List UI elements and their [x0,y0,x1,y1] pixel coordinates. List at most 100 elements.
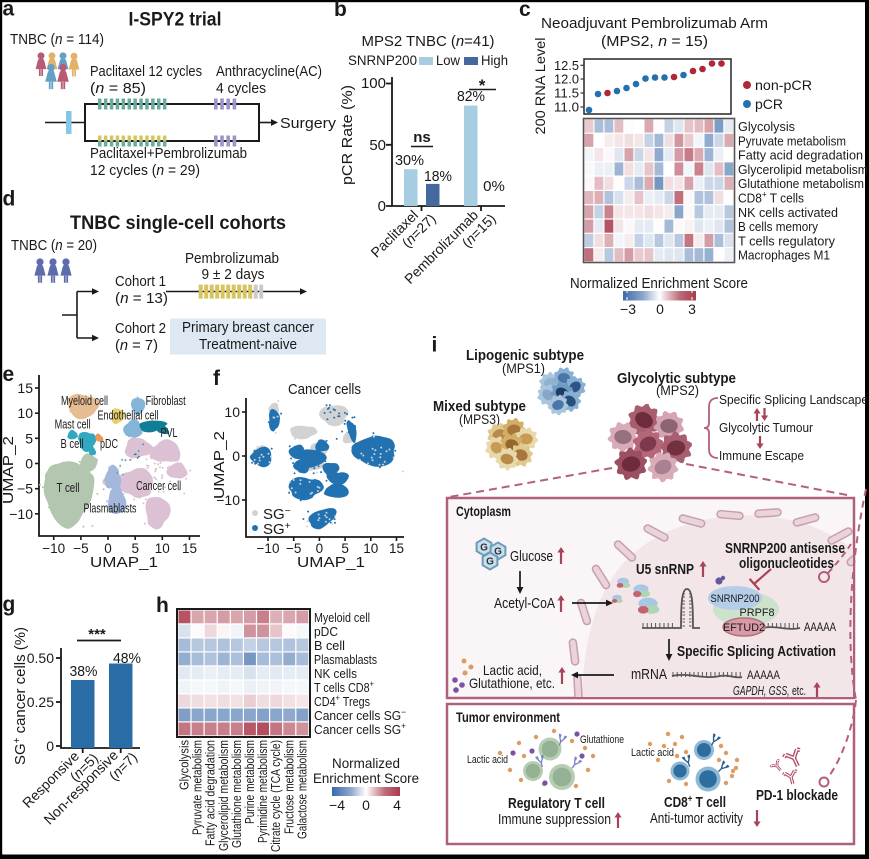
svg-text:Pyruvate metabolism: Pyruvate metabolism [738,133,846,148]
svg-text:G: G [494,547,502,558]
svg-text:Cancer cells: Cancer cells [288,381,361,398]
svg-text:10: 10 [17,405,33,421]
svg-text:5: 5 [131,541,139,556]
svg-text:Macrophages M1: Macrophages M1 [738,248,830,263]
svg-text:18%: 18% [424,168,452,185]
svg-text:***: *** [88,626,106,643]
svg-text:5: 5 [25,430,33,446]
svg-text:Glutathione metabolism: Glutathione metabolism [738,176,864,191]
svg-text:TNBC single-cell cohorts: TNBC single-cell cohorts [70,213,286,234]
svg-text:11.0: 11.0 [554,100,579,115]
svg-text:Cohort 2: Cohort 2 [115,320,166,337]
svg-text:50: 50 [369,137,386,154]
svg-text:Immune suppression: Immune suppression [498,811,611,828]
svg-text:(n = 7): (n = 7) [115,337,158,354]
svg-text:Myeloid cell: Myeloid cell [61,393,108,408]
svg-text:pCR: pCR [755,96,783,112]
svg-text:−10: −10 [42,541,65,556]
svg-text:NK cells: NK cells [314,666,357,681]
svg-text:10: 10 [363,541,378,556]
svg-text:oligonucleotides: oligonucleotides [739,556,834,572]
svg-text:0: 0 [25,456,33,472]
svg-text:Paclitaxel+Pembrolizumab: Paclitaxel+Pembrolizumab [90,145,247,162]
svg-text:pDC: pDC [100,436,118,451]
svg-text:Pyruvate metabolism: Pyruvate metabolism [190,740,205,835]
svg-text:Myeloid cell: Myeloid cell [314,610,370,625]
svg-text:T cells regulatory: T cells regulatory [738,233,835,248]
svg-text:AAAAA: AAAAA [804,622,836,634]
svg-text:Lactic acid: Lactic acid [467,754,508,766]
svg-text:Fatty acid degradation: Fatty acid degradation [203,740,218,846]
svg-text:SG+ cancer cells (%): SG+ cancer cells (%) [12,627,29,765]
svg-text:15: 15 [17,380,33,396]
svg-text:Lactic acid,: Lactic acid, [483,662,542,678]
svg-text:5: 5 [341,541,349,556]
svg-text:UMAP_1: UMAP_1 [297,554,365,571]
svg-text:Regulatory T cell: Regulatory T cell [508,795,605,812]
svg-text:e: e [3,363,15,386]
svg-text:SNRNP200 antisense: SNRNP200 antisense [725,541,845,557]
svg-text:−10: −10 [9,506,33,522]
svg-text:EFTUD2: EFTUD2 [723,622,765,634]
svg-text:−5: −5 [17,481,33,497]
svg-text:Glucose: Glucose [510,548,553,565]
svg-text:11.5: 11.5 [554,86,579,101]
svg-text:4 cycles: 4 cycles [216,80,266,97]
svg-text:B cell: B cell [61,436,84,451]
svg-text:SG+: SG+ [263,521,291,538]
svg-text:MPS2 TNBC (n=41): MPS2 TNBC (n=41) [362,33,495,50]
svg-text:Glutathione metabolism: Glutathione metabolism [229,740,244,848]
svg-text:Fructose metabolism: Fructose metabolism [281,740,296,834]
svg-text:T cell: T cell [57,480,80,495]
svg-text:10: 10 [155,541,170,556]
svg-text:Mixed subtype: Mixed subtype [433,398,526,415]
svg-text:Citrate cycle (TCA cycle): Citrate cycle (TCA cycle) [268,740,283,852]
svg-text:0: 0 [378,198,386,215]
svg-text:g: g [3,593,16,616]
svg-text:0%: 0% [483,178,505,195]
svg-text:Specific Splicing Activation: Specific Splicing Activation [677,644,836,660]
svg-text:48%: 48% [113,650,141,667]
svg-text:Glycolysis: Glycolysis [177,740,192,790]
svg-text:G: G [480,543,488,554]
svg-text:Glycerolipid metabolism: Glycerolipid metabolism [738,162,868,177]
svg-text:15: 15 [389,541,404,556]
svg-text:−10: −10 [216,492,240,508]
svg-text:0: 0 [104,541,112,556]
svg-text:Mast cell: Mast cell [55,417,91,432]
svg-text:38%: 38% [70,663,98,680]
svg-text:Paclitaxel 12 cycles: Paclitaxel 12 cycles [90,63,202,80]
svg-text:100: 100 [361,75,386,92]
svg-text:SNRNP200: SNRNP200 [711,593,760,605]
svg-text:Immune Escape: Immune Escape [719,448,804,463]
svg-text:4: 4 [393,797,401,813]
svg-text:I-SPY2 trial: I-SPY2 trial [129,10,222,31]
svg-text:High: High [481,52,508,68]
svg-text:(MPS3): (MPS3) [459,411,500,427]
svg-text:Specific Splicing Landscape: Specific Splicing Landscape [719,392,868,407]
svg-text:0.50: 0.50 [27,650,54,666]
svg-text:Cancer cell: Cancer cell [136,478,181,493]
svg-text:−4: −4 [329,797,345,813]
svg-text:Tumor environment: Tumor environment [456,710,560,725]
svg-text:Cohort 1: Cohort 1 [115,273,166,290]
svg-text:12 cycles (n = 29): 12 cycles (n = 29) [90,162,200,179]
svg-text:0.25: 0.25 [27,694,54,710]
svg-text:Anti-tumor activity: Anti-tumor activity [650,810,743,827]
svg-text:Pembrolizumab: Pembrolizumab [185,250,279,267]
svg-text:82%: 82% [457,88,485,105]
svg-text:Galactose metabolism: Galactose metabolism [294,740,309,839]
svg-text:15: 15 [182,541,197,556]
svg-text:UMAP_2: UMAP_2 [0,436,17,504]
svg-text:Primary breast cancer: Primary breast cancer [182,319,314,336]
svg-text:Fibroblast: Fibroblast [146,393,186,408]
svg-text:0: 0 [362,797,370,813]
svg-text:Glycolytic subtype: Glycolytic subtype [617,370,736,387]
svg-text:G: G [486,557,494,568]
svg-text:U5 snRNP: U5 snRNP [636,562,694,578]
svg-text:0: 0 [232,448,240,464]
svg-text:0: 0 [316,541,324,556]
svg-text:(n = 85): (n = 85) [90,80,146,97]
svg-text:Glycolytic Tumour: Glycolytic Tumour [719,420,814,435]
svg-text:T cells CD8+: T cells CD8+ [314,679,374,695]
